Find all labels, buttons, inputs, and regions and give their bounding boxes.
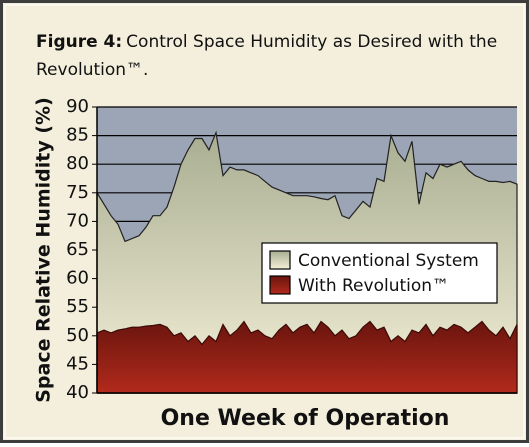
legend-label: Conventional System xyxy=(298,251,479,271)
y-tick-label: 45 xyxy=(66,353,89,374)
area-1 xyxy=(96,320,518,394)
y-tick-label: 75 xyxy=(66,182,89,203)
y-tick-label: 50 xyxy=(66,325,89,346)
y-tick-label: 80 xyxy=(66,153,89,174)
x-axis-label: One Week of Operation xyxy=(161,406,450,431)
chart-title: Figure 4: Control Space Humidity as Desir… xyxy=(36,32,497,52)
inner-frame xyxy=(4,4,525,439)
title-label: Figure 4: xyxy=(36,32,122,52)
legend-label: With Revolution™ xyxy=(298,276,449,296)
y-axis-label: Space Relative Humidity (%) xyxy=(33,97,55,403)
y-tick-label: 90 xyxy=(66,96,89,117)
legend-swatch xyxy=(269,250,291,270)
title-text: Control Space Humidity as Desired with t… xyxy=(126,32,497,52)
y-tick-label: 70 xyxy=(66,210,89,231)
y-tick-label: 55 xyxy=(66,296,89,317)
y-tick-label: 60 xyxy=(66,268,89,289)
y-tick-label: 40 xyxy=(66,382,89,403)
title-text-2: Revolution™. xyxy=(36,60,148,80)
y-tick-label: 65 xyxy=(66,239,89,260)
y-tick-label: 85 xyxy=(66,125,89,146)
legend-swatch xyxy=(269,275,291,295)
legend-box xyxy=(261,242,498,304)
